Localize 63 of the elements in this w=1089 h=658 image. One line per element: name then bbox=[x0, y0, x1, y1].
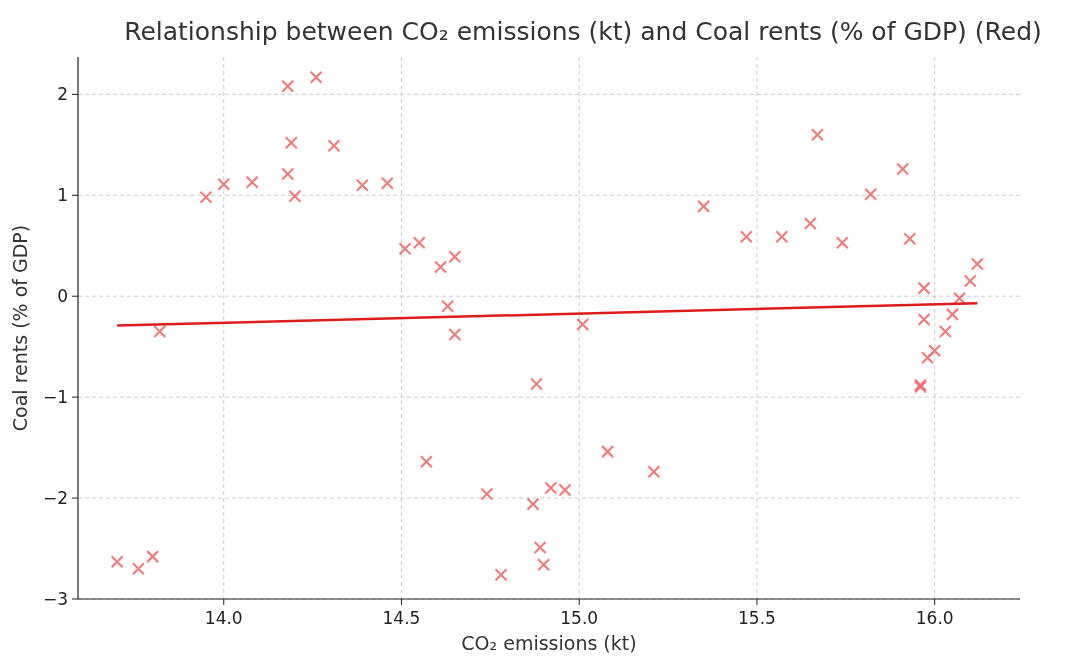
x-tick-label: 14.5 bbox=[382, 608, 421, 628]
point bbox=[576, 317, 590, 332]
y-axis-title: Coal rents (% of GDP) bbox=[9, 224, 31, 432]
point bbox=[327, 139, 341, 153]
point bbox=[412, 236, 426, 250]
point bbox=[945, 307, 960, 321]
point bbox=[433, 260, 448, 274]
point bbox=[284, 136, 298, 150]
point bbox=[131, 562, 146, 576]
point bbox=[448, 327, 462, 342]
point bbox=[697, 199, 711, 213]
y-tick-label: −2 bbox=[42, 488, 68, 509]
point bbox=[537, 558, 551, 572]
point bbox=[601, 445, 615, 459]
y-tick-label: −1 bbox=[42, 387, 68, 408]
x-axis-title: CO₂ emissions (kt) bbox=[461, 632, 637, 654]
point bbox=[917, 312, 931, 327]
x-tick-label: 16.0 bbox=[915, 608, 954, 628]
y-tick-label: 1 bbox=[57, 185, 68, 206]
point bbox=[441, 299, 455, 313]
point bbox=[288, 189, 302, 203]
point bbox=[245, 175, 259, 189]
point bbox=[281, 79, 295, 93]
point bbox=[963, 274, 977, 288]
point bbox=[380, 176, 394, 190]
point bbox=[938, 324, 952, 339]
point bbox=[803, 216, 817, 231]
point bbox=[398, 242, 412, 256]
point bbox=[110, 555, 124, 569]
point bbox=[146, 550, 160, 564]
point bbox=[533, 540, 547, 555]
point bbox=[970, 257, 984, 271]
point bbox=[281, 167, 295, 181]
point bbox=[309, 70, 323, 84]
point bbox=[896, 162, 910, 176]
y-tick-label: 0 bbox=[57, 286, 68, 307]
point bbox=[920, 351, 935, 365]
point bbox=[928, 344, 942, 358]
point bbox=[526, 497, 540, 511]
x-tick-label: 14.0 bbox=[204, 608, 243, 628]
point bbox=[419, 455, 433, 469]
y-tick-label: 2 bbox=[57, 84, 68, 105]
y-tick-label: −3 bbox=[42, 589, 68, 609]
chart-title: Relationship between CO₂ emissions (kt) and Coal rents (% of GDP) (Red) bbox=[124, 17, 1042, 46]
point bbox=[153, 324, 167, 339]
point bbox=[739, 230, 753, 244]
point bbox=[480, 487, 494, 501]
point bbox=[448, 250, 462, 264]
point bbox=[217, 177, 231, 191]
point bbox=[810, 128, 824, 142]
point bbox=[917, 281, 931, 295]
point bbox=[647, 465, 661, 479]
point bbox=[952, 291, 967, 305]
point bbox=[775, 230, 789, 244]
point bbox=[494, 568, 508, 582]
x-tick-label: 15.5 bbox=[738, 608, 776, 628]
point bbox=[835, 236, 849, 250]
point bbox=[355, 178, 369, 192]
point bbox=[903, 232, 917, 246]
point bbox=[199, 190, 213, 204]
point bbox=[529, 377, 544, 391]
x-tick-label: 15.0 bbox=[560, 608, 599, 628]
point bbox=[864, 187, 878, 201]
